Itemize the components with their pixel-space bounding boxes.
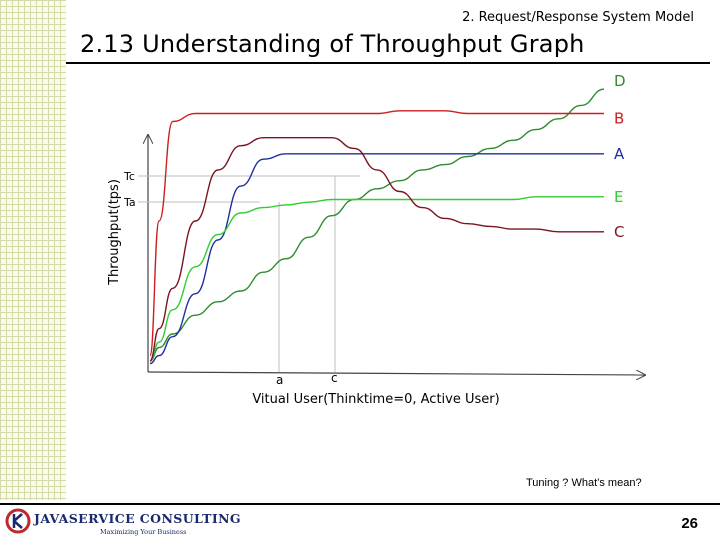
x-tick-c: c: [331, 371, 338, 385]
series-label-e: E: [614, 188, 623, 206]
series-line-d: [149, 88, 605, 362]
series-label-c: C: [614, 223, 624, 241]
series-layer: [149, 88, 605, 365]
tuning-note: Tuning ? What’s mean?: [526, 477, 642, 489]
company-logo: JAVASERVICE CONSULTING Maximizing Your B…: [5, 508, 241, 538]
x-tick-a: a: [276, 373, 283, 387]
series-line-c: [149, 137, 604, 362]
series-line-e: [149, 196, 604, 362]
brand-tagline: Maximizing Your Business: [100, 528, 187, 536]
y-tick-ta: Ta: [123, 196, 136, 209]
side-grid-decoration: [0, 0, 66, 500]
guide-lines: [138, 175, 360, 372]
brand-name: JAVASERVICE CONSULTING: [34, 511, 242, 526]
page-number: 26: [681, 515, 698, 532]
series-label-a: A: [614, 145, 625, 163]
series-line-a: [149, 153, 604, 365]
title-rule: [66, 62, 710, 64]
x-axis-label: Vitual User(Thinktime=0, Active User): [252, 392, 499, 407]
footer-rule: [0, 503, 720, 505]
y-tick-tc: Tc: [123, 170, 135, 183]
y-axis-label: Throughput(tps): [107, 179, 122, 286]
series-label-d: D: [614, 72, 626, 90]
series-label-b: B: [614, 110, 624, 128]
section-label: 2. Request/Response System Model: [462, 10, 694, 25]
series-line-b: [149, 110, 604, 357]
axes: [148, 135, 645, 375]
label-layer: Throughput(tps) Vitual User(Thinktime=0,…: [107, 72, 626, 407]
throughput-chart: Throughput(tps) Vitual User(Thinktime=0,…: [107, 72, 720, 407]
slide-title: 2.13 Understanding of Throughput Graph: [80, 30, 585, 58]
logo-mark-icon: [5, 508, 31, 534]
x-axis: [147, 372, 645, 375]
